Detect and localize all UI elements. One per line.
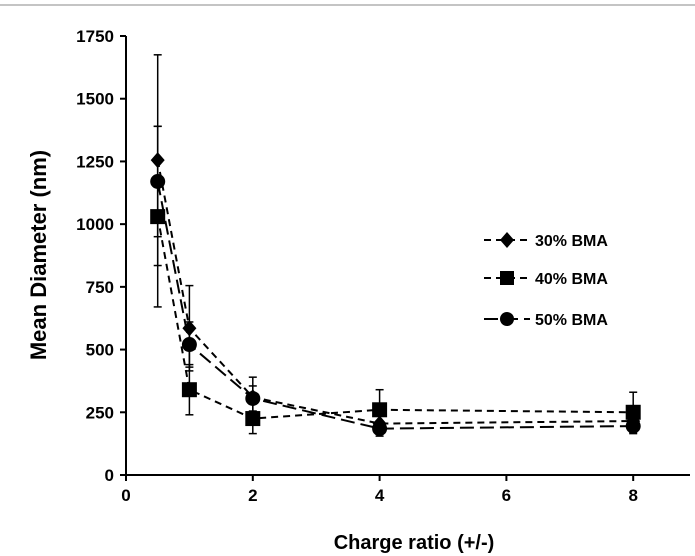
data-point-diamond xyxy=(500,232,514,248)
data-point-circle xyxy=(372,421,388,437)
data-point-square xyxy=(372,402,388,418)
axes: 0 250 500 750 1000 1250 1500 1750 0 2 4 6 8 xyxy=(76,27,690,505)
data-point-circle xyxy=(181,337,197,353)
legend-label: 30% BMA xyxy=(535,233,608,250)
y-tick-label: 1750 xyxy=(76,27,114,46)
y-tick-label: 0 xyxy=(105,466,114,485)
x-tick-label: 4 xyxy=(375,486,385,505)
series-50-bma xyxy=(150,125,641,437)
y-tick-label: 250 xyxy=(86,403,114,422)
series-layer xyxy=(150,54,641,437)
legend-label: 40% BMA xyxy=(535,271,608,288)
x-tick-label: 0 xyxy=(121,486,130,505)
data-point-circle xyxy=(245,390,261,406)
y-axis-title: Mean Diameter (nm) xyxy=(26,150,51,360)
series-line xyxy=(156,181,634,430)
x-tick-label: 8 xyxy=(628,486,637,505)
series-line xyxy=(156,159,634,425)
data-point-square xyxy=(181,382,197,398)
legend-entry: 50% BMA xyxy=(484,312,608,329)
data-point-square xyxy=(245,411,261,427)
y-tick-label: 1250 xyxy=(76,152,114,171)
data-point-circle xyxy=(150,173,166,189)
x-tick-label: 6 xyxy=(502,486,511,505)
y-tick-label: 1500 xyxy=(76,90,114,109)
legend-entry: 40% BMA xyxy=(484,271,608,288)
y-tick-label: 750 xyxy=(86,278,114,297)
y-tick-label: 500 xyxy=(86,341,114,360)
legend: 30% BMA 40% BMA 50% BMA xyxy=(484,232,608,329)
data-point-square xyxy=(625,404,641,420)
data-point-square xyxy=(500,271,514,285)
x-tick-label: 2 xyxy=(248,486,257,505)
legend-entry: 30% BMA xyxy=(484,232,608,250)
data-point-circle xyxy=(625,418,641,434)
x-axis-title: Charge ratio (+/-) xyxy=(334,532,495,554)
legend-label: 50% BMA xyxy=(535,312,608,329)
data-point-circle xyxy=(500,312,514,326)
y-tick-label: 1000 xyxy=(76,215,114,234)
